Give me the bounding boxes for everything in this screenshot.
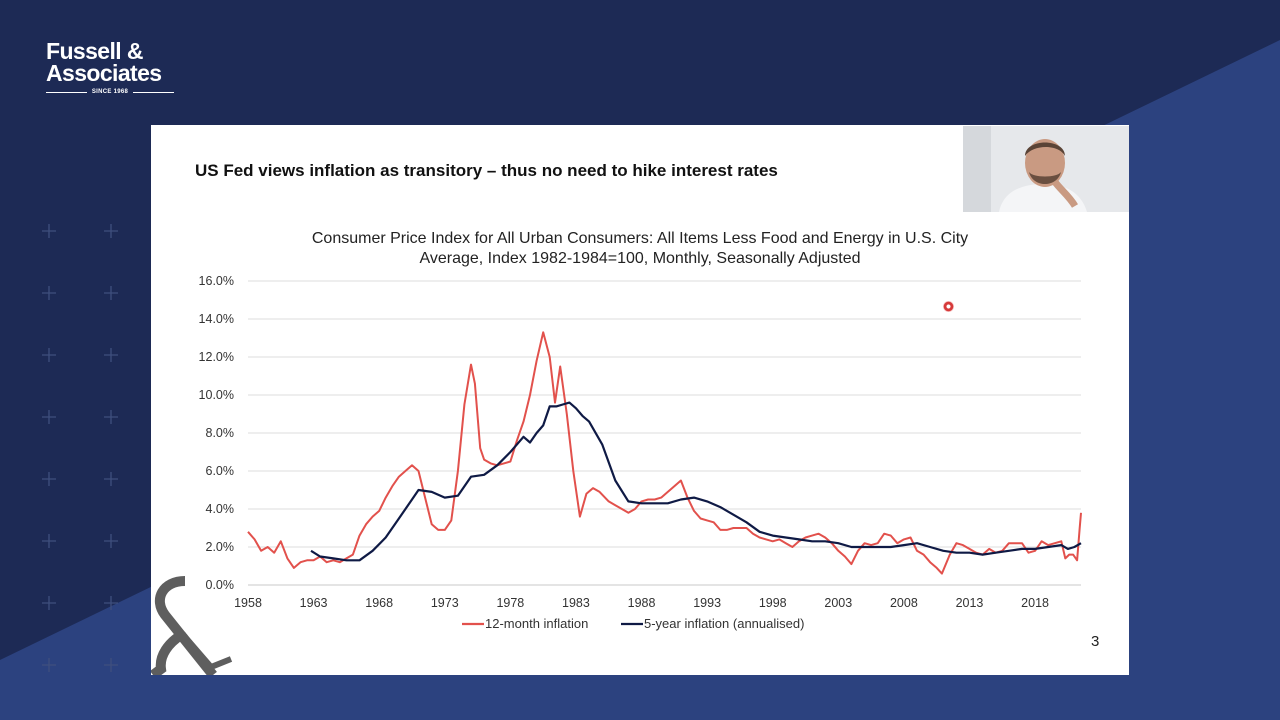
company-logo: Fussell & Associates SINCE 1968 xyxy=(46,40,176,95)
x-tick-label: 2003 xyxy=(824,596,852,610)
x-tick-label: 1963 xyxy=(300,596,328,610)
y-tick-label: 6.0% xyxy=(206,464,235,478)
logo-tagline: SINCE 1968 xyxy=(46,89,175,95)
x-tick-label: 1958 xyxy=(234,596,262,610)
laser-pointer-icon xyxy=(943,301,954,312)
chart-title-line-1: Consumer Price Index for All Urban Consu… xyxy=(312,230,968,247)
y-tick-label: 10.0% xyxy=(199,388,234,402)
x-tick-label: 1978 xyxy=(496,596,524,610)
slide-title: US Fed views inflation as transitory – t… xyxy=(195,161,778,180)
y-tick-label: 14.0% xyxy=(199,312,234,326)
x-tick-label: 1993 xyxy=(693,596,721,610)
y-tick-label: 12.0% xyxy=(199,350,234,364)
y-tick-label: 0.0% xyxy=(206,578,235,592)
logo-line-2: Associates xyxy=(46,60,162,86)
x-tick-label: 2018 xyxy=(1021,596,1049,610)
x-tick-label: 1968 xyxy=(365,596,393,610)
presentation-slide: Consumer Price Index for All Urban Consu… xyxy=(151,125,1129,675)
x-tick-label: 1973 xyxy=(431,596,459,610)
ampersand-watermark xyxy=(151,576,233,675)
logo-rule-right xyxy=(133,91,175,93)
logo-rule-left xyxy=(46,91,87,93)
presenter-avatar xyxy=(963,126,1129,212)
series-line-5-year xyxy=(310,401,1082,562)
inflation-line-chart: Consumer Price Index for All Urban Consu… xyxy=(199,230,1082,631)
chart-title-line-2: Average, Index 1982-1984=100, Monthly, S… xyxy=(419,250,860,267)
x-tick-label: 2008 xyxy=(890,596,918,610)
logo-line-1: Fussell & xyxy=(46,38,143,64)
x-tick-label: 1983 xyxy=(562,596,590,610)
x-tick-label: 1998 xyxy=(759,596,787,610)
x-tick-label: 2013 xyxy=(956,596,984,610)
page-number: 3 xyxy=(1091,633,1100,650)
logo-since-text: SINCE 1968 xyxy=(91,89,129,95)
x-tick-label: 1988 xyxy=(628,596,656,610)
legend-label-5-year: 5-year inflation (annualised) xyxy=(644,616,804,631)
y-tick-label: 4.0% xyxy=(206,502,235,516)
y-tick-label: 8.0% xyxy=(206,426,235,440)
y-tick-label: 16.0% xyxy=(199,274,234,288)
y-tick-label: 2.0% xyxy=(206,540,235,554)
legend-label-12-month: 12-month inflation xyxy=(485,616,588,631)
presenter-webcam: presenter-video xyxy=(963,126,1129,212)
series-line-12-month xyxy=(247,331,1082,575)
